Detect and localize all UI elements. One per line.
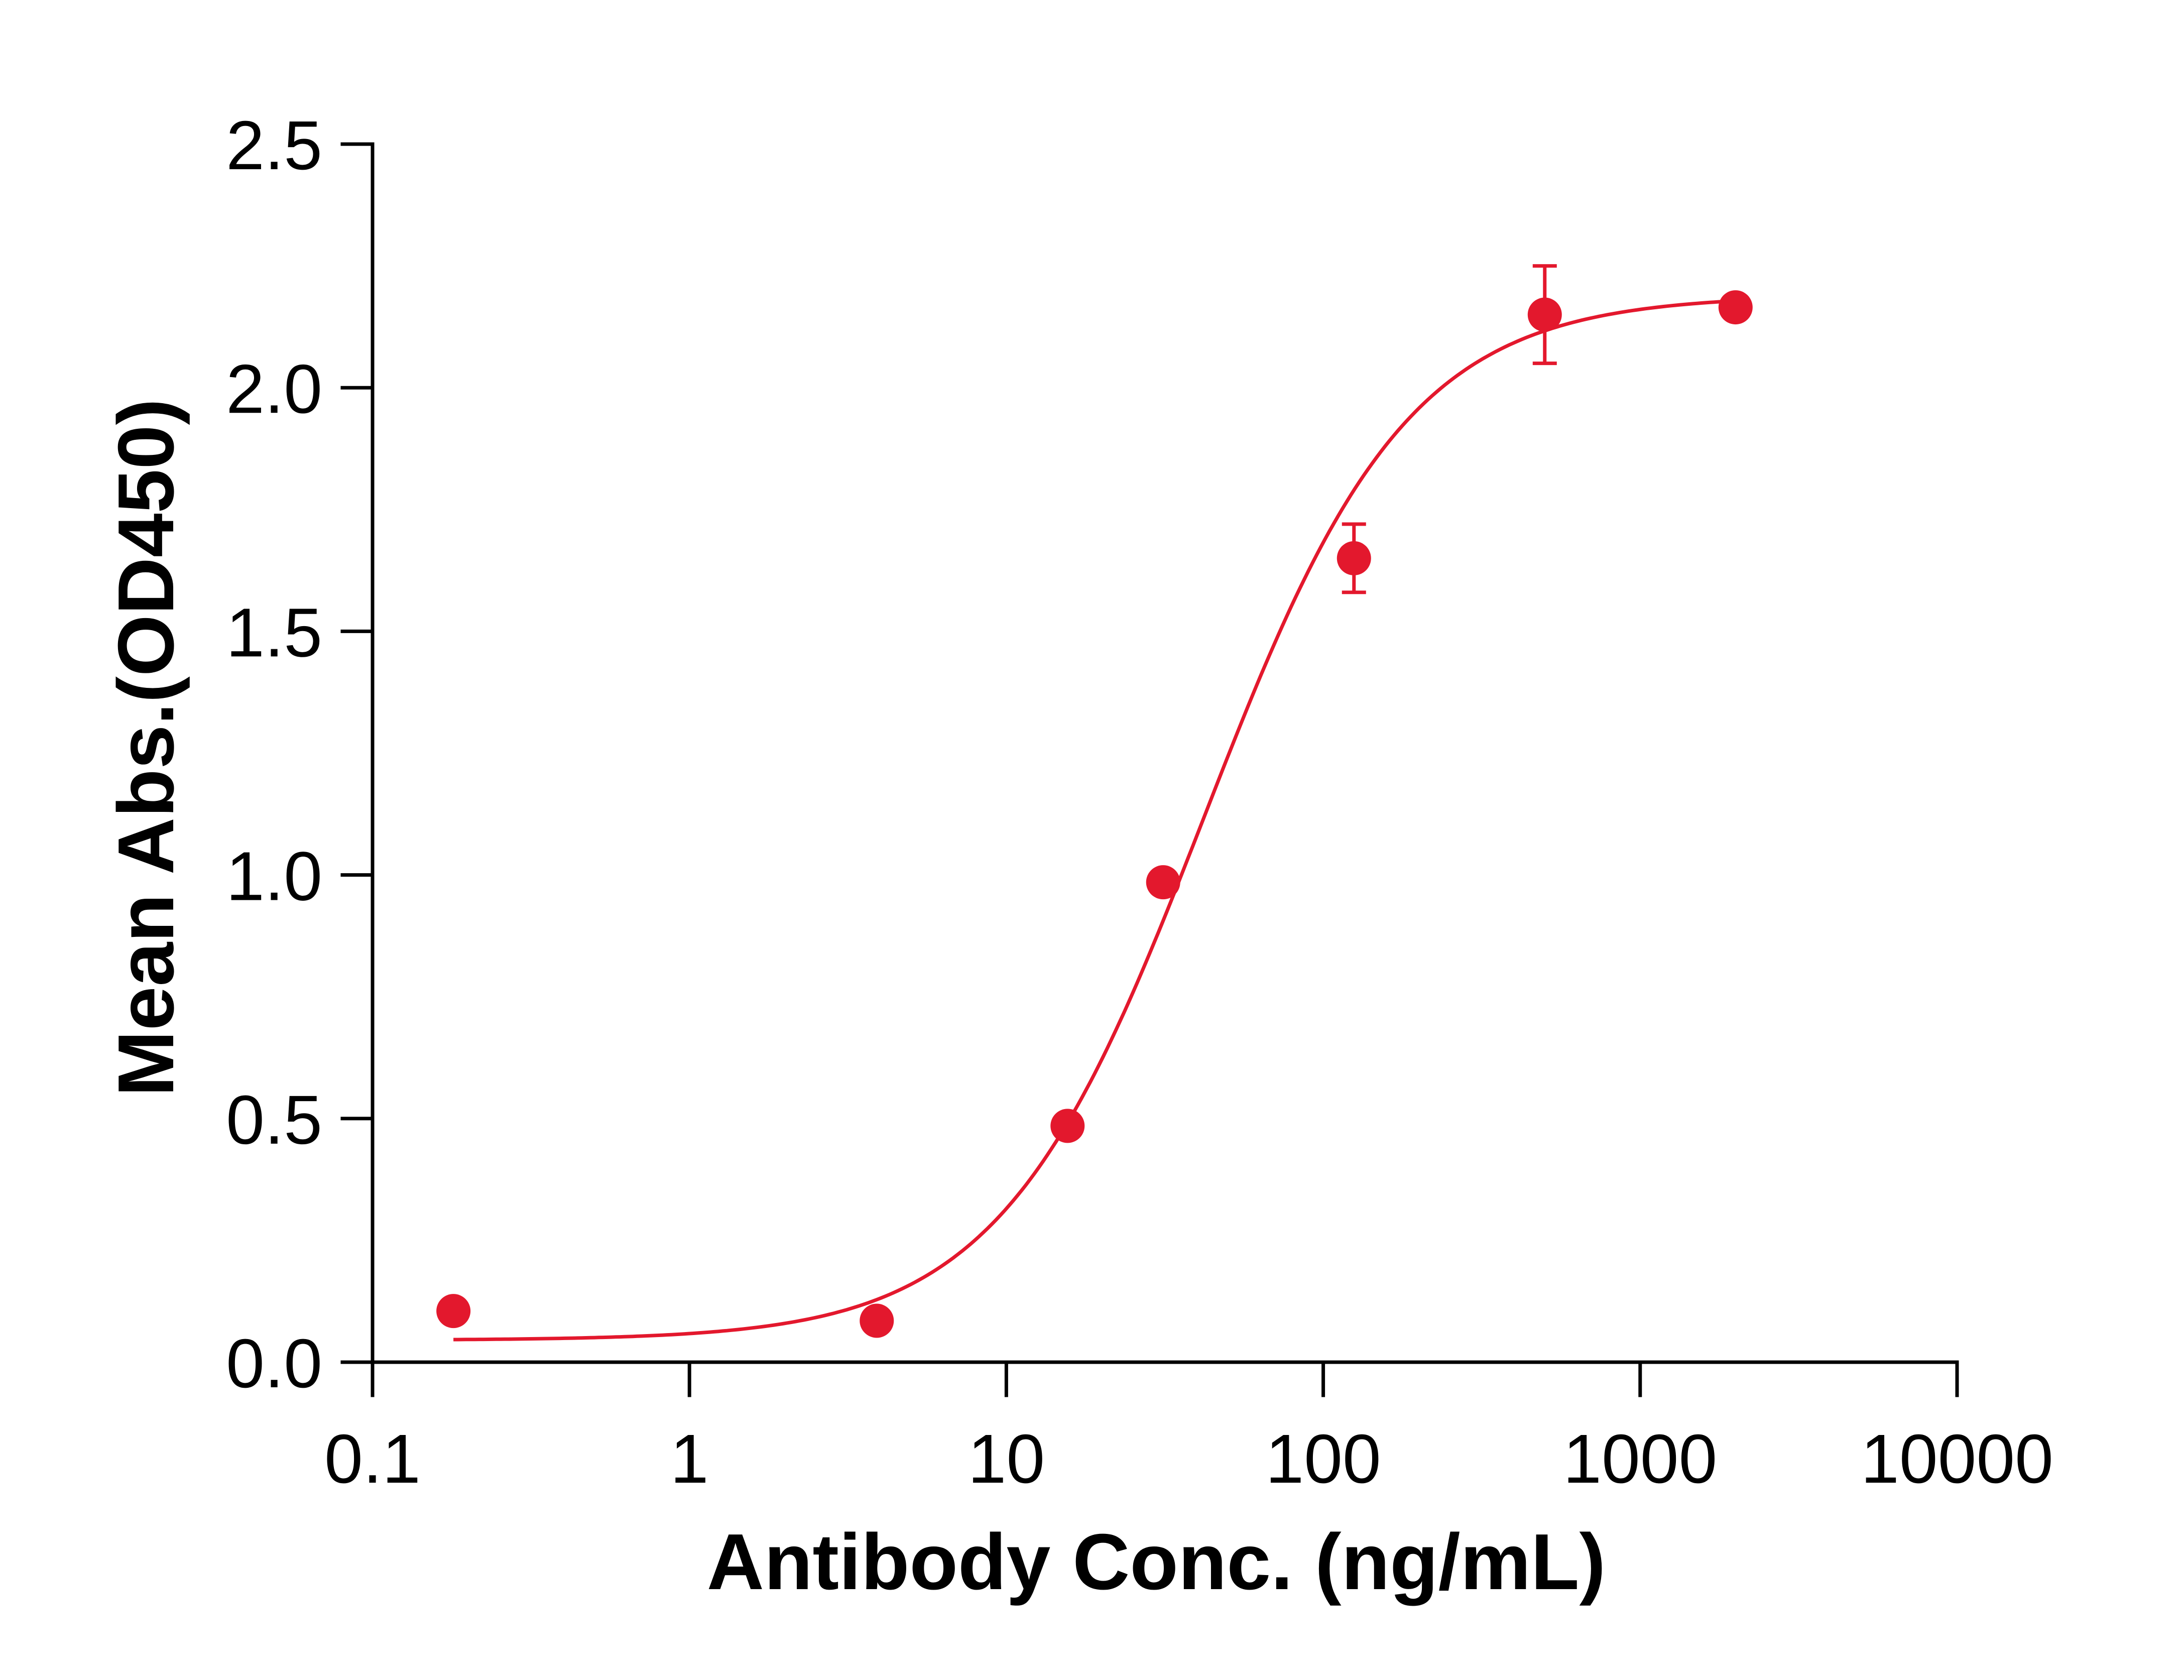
fit-curve: [453, 299, 1736, 1342]
data-point: [1337, 541, 1371, 575]
y-tick-label: 0.5: [226, 1082, 322, 1159]
y-tick-label: 1.5: [226, 594, 322, 671]
y-tick-label: 2.0: [226, 350, 322, 428]
data-point: [860, 1303, 894, 1338]
y-axis: 0.0 0.5 1.0 1.5 2.0 2.5: [226, 107, 375, 1402]
x-tick-label: 10000: [1861, 1420, 2053, 1498]
x-tick-label: 10: [968, 1420, 1045, 1498]
y-tick-label: 2.5: [226, 107, 322, 184]
x-tick-label: 0.1: [324, 1420, 421, 1498]
y-tick-label: 0.0: [226, 1325, 322, 1402]
x-axis-title: Antibody Conc. (ng/mL): [707, 1518, 1606, 1606]
y-axis-title: Mean Abs.(OD450): [102, 399, 190, 1097]
data-point: [1146, 865, 1180, 900]
x-tick-label: 1000: [1563, 1420, 1717, 1498]
data-point: [1050, 1109, 1085, 1143]
x-tick-label: 1: [670, 1420, 709, 1498]
x-axis: 0.1 1 10 100 1000 10000: [324, 1360, 2053, 1498]
plot-area: [436, 264, 1753, 1342]
x-tick-label: 100: [1265, 1420, 1381, 1498]
y-tick-label: 1.0: [226, 838, 322, 915]
data-point: [436, 1294, 471, 1329]
data-point: [1527, 297, 1562, 332]
data-point: [1718, 290, 1753, 325]
